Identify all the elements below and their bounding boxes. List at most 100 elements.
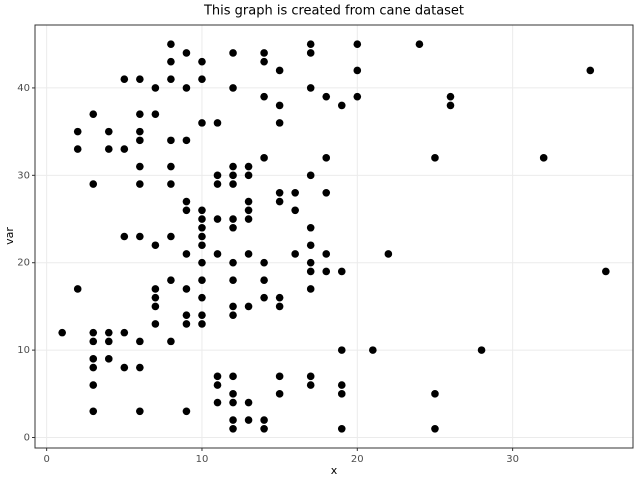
- point: [229, 171, 237, 180]
- point: [431, 424, 439, 433]
- point: [198, 258, 206, 267]
- point: [244, 171, 253, 180]
- point: [291, 206, 299, 215]
- point: [415, 40, 424, 49]
- point: [213, 381, 222, 389]
- point: [260, 57, 268, 66]
- point: [431, 154, 439, 162]
- point: [198, 320, 206, 328]
- point: [151, 110, 160, 118]
- point: [353, 66, 362, 75]
- point: [306, 241, 315, 250]
- point: [275, 390, 284, 398]
- point: [337, 390, 346, 398]
- point: [198, 241, 206, 250]
- point: [337, 346, 346, 354]
- point: [260, 258, 268, 267]
- point: [213, 398, 222, 407]
- point: [306, 381, 315, 389]
- point: [213, 119, 222, 127]
- point: [384, 250, 393, 258]
- point: [198, 276, 206, 284]
- y-axis-label: var: [3, 227, 16, 245]
- point: [229, 180, 237, 188]
- point: [120, 328, 129, 337]
- point: [337, 424, 346, 433]
- point: [229, 223, 237, 232]
- point: [151, 302, 160, 311]
- point: [136, 136, 144, 145]
- point: [477, 346, 486, 354]
- point: [104, 355, 113, 363]
- point: [229, 49, 237, 57]
- point: [120, 75, 129, 83]
- point: [229, 416, 237, 424]
- point: [291, 189, 299, 197]
- point: [182, 250, 191, 258]
- point: [167, 337, 175, 346]
- y-tick-label: 10: [17, 345, 30, 356]
- point: [89, 355, 98, 363]
- point: [244, 398, 253, 407]
- point: [244, 197, 253, 206]
- point: [322, 189, 331, 197]
- point: [260, 154, 268, 162]
- point: [89, 328, 98, 337]
- point: [89, 407, 98, 416]
- point: [182, 407, 191, 416]
- point: [306, 40, 315, 49]
- point: [229, 258, 237, 267]
- point: [198, 206, 206, 215]
- point: [369, 346, 377, 354]
- point: [275, 189, 284, 197]
- point: [151, 285, 160, 293]
- point: [151, 293, 160, 302]
- point: [213, 215, 222, 223]
- point: [244, 302, 253, 311]
- point: [244, 215, 253, 223]
- point: [275, 293, 284, 302]
- point: [229, 311, 237, 319]
- point: [260, 49, 268, 57]
- point: [167, 40, 175, 49]
- point: [337, 267, 346, 276]
- point: [136, 180, 144, 188]
- point: [229, 276, 237, 284]
- y-tick-label: 0: [24, 433, 30, 444]
- x-tick-label: 10: [196, 454, 209, 465]
- point: [322, 250, 331, 258]
- point: [260, 416, 268, 424]
- point: [136, 162, 144, 171]
- point: [539, 154, 548, 162]
- x-tick-label: 0: [43, 454, 49, 465]
- point: [89, 381, 98, 389]
- point: [136, 75, 144, 83]
- point: [306, 258, 315, 267]
- point: [89, 363, 98, 372]
- point: [182, 49, 191, 57]
- point: [229, 84, 237, 92]
- point: [198, 223, 206, 232]
- point: [167, 180, 175, 188]
- point: [353, 92, 362, 101]
- point: [151, 320, 160, 328]
- point: [182, 136, 191, 145]
- x-tick-label: 30: [506, 454, 519, 465]
- point: [104, 328, 113, 337]
- point: [275, 119, 284, 127]
- point: [120, 232, 129, 241]
- point: [306, 49, 315, 57]
- point: [275, 101, 284, 110]
- point: [198, 119, 206, 127]
- point: [322, 267, 331, 276]
- point: [89, 180, 98, 188]
- x-tick-label: 20: [351, 454, 364, 465]
- point: [229, 424, 237, 433]
- point: [182, 84, 191, 92]
- point: [229, 390, 237, 398]
- point: [229, 372, 237, 381]
- point: [353, 40, 362, 49]
- point: [260, 92, 268, 101]
- point: [229, 398, 237, 407]
